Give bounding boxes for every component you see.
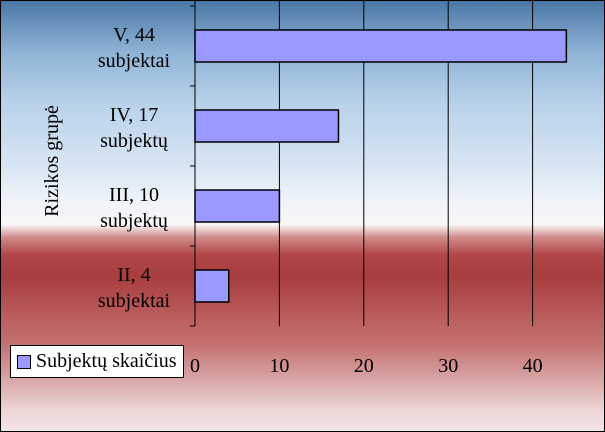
x-tick-label: 10 (269, 355, 289, 377)
legend-swatch (17, 354, 31, 369)
y-axis-label: Rizikos grupė (41, 105, 63, 217)
x-tick-labels: 01020304050 (190, 355, 543, 377)
bar (194, 29, 568, 63)
bars (194, 29, 568, 303)
category-labels: V, 44 subjektai IV, 17 subjektų III, 10 subje… (98, 24, 171, 312)
category-label: IV, 17 subjektų (100, 104, 169, 152)
legend: Subjektų skaičius (10, 345, 184, 378)
bar (194, 189, 281, 223)
bar (194, 109, 340, 143)
category-label: III, 10 subjektų (100, 184, 169, 232)
bar (194, 269, 230, 303)
category-label: II, 4 subjektai (98, 264, 171, 312)
legend-label: Subjektų skaičius (36, 350, 177, 372)
x-tick-label: 20 (354, 355, 374, 377)
x-tick-label: 0 (190, 355, 200, 377)
category-label: V, 44 subjektai (98, 24, 171, 72)
x-tick-label: 30 (438, 355, 458, 377)
x-tick-label: 40 (523, 355, 543, 377)
